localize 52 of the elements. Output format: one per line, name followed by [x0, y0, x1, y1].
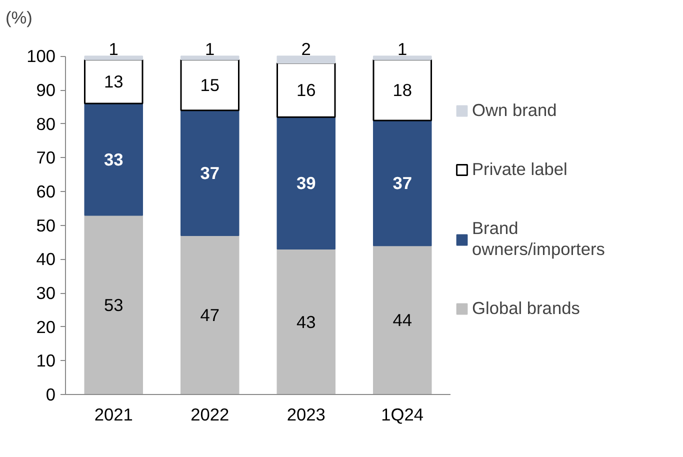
y-tick-label: 90 — [36, 80, 56, 100]
x-tick-label: 1Q24 — [381, 404, 424, 424]
bar — [180, 58, 240, 112]
bar — [84, 56, 143, 60]
bar — [372, 58, 432, 122]
bar — [276, 62, 336, 118]
bar — [276, 116, 336, 250]
data-label: 15 — [200, 74, 220, 95]
bar — [373, 245, 432, 394]
data-label: 53 — [104, 294, 124, 315]
bar — [180, 56, 240, 60]
x-tick-label: 2022 — [190, 404, 230, 424]
data-label: 39 — [296, 173, 316, 194]
y-axis-title: (%) — [6, 8, 32, 28]
legend-label: Own brand — [472, 100, 557, 121]
data-label: 18 — [392, 80, 412, 100]
legend-label: Global brands — [472, 298, 580, 319]
data-label: 16 — [296, 80, 316, 100]
data-label: 1 — [108, 39, 118, 60]
y-tick-label: 0 — [46, 384, 56, 404]
data-label: 43 — [296, 312, 316, 332]
y-tick-label: 100 — [26, 46, 56, 66]
x-tick-label: 2021 — [94, 404, 133, 424]
data-label: 1 — [398, 39, 408, 60]
data-label: 47 — [200, 304, 220, 325]
data-label: 2 — [301, 39, 311, 60]
bar — [84, 103, 143, 216]
bar — [373, 56, 432, 60]
bar — [180, 110, 240, 236]
data-label: 44 — [392, 310, 412, 330]
x-tick-label: 2023 — [286, 404, 326, 424]
y-tick-label: 10 — [36, 350, 56, 371]
bar — [84, 58, 144, 104]
data-label: 33 — [104, 149, 124, 170]
y-tick-label: 40 — [36, 249, 56, 270]
data-label: 37 — [392, 173, 412, 194]
y-tick-label: 70 — [36, 148, 56, 168]
bar — [276, 56, 336, 64]
y-tick-label: 20 — [36, 316, 56, 337]
bar — [276, 248, 336, 394]
bar — [180, 234, 240, 394]
bar — [84, 214, 143, 394]
y-tick-label: 30 — [36, 283, 56, 304]
y-tick-label: 80 — [36, 114, 56, 134]
y-tick-label: 50 — [36, 215, 56, 236]
data-label: 37 — [200, 162, 220, 183]
legend-label: Brand owners/importers — [472, 218, 605, 260]
data-label: 13 — [104, 72, 124, 92]
legend-label: Private label — [472, 159, 568, 180]
bar — [373, 120, 432, 246]
data-label: 1 — [205, 39, 215, 60]
y-tick-label: 60 — [36, 182, 56, 202]
